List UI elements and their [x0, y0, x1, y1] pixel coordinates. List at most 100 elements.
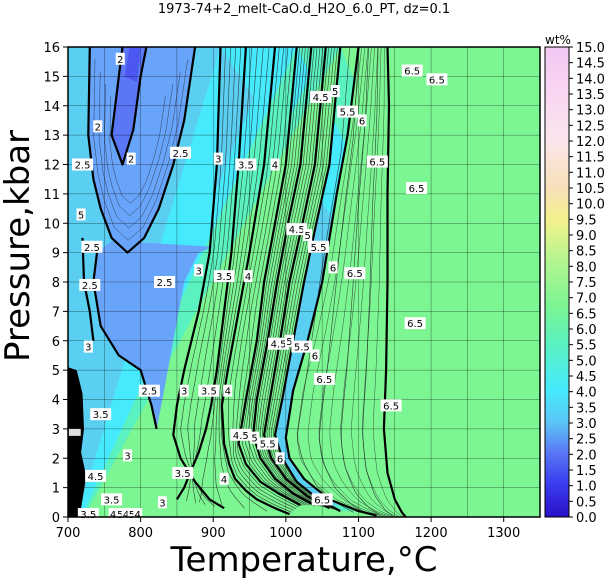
contour-label-text: 4: [221, 475, 227, 486]
contour-label-text: 4.5: [233, 431, 249, 442]
contour-label-text: 6: [330, 263, 336, 274]
y-tick-label: 0: [52, 511, 60, 526]
x-tick-label: 1300: [487, 526, 520, 541]
contour-label: 2.5: [138, 384, 160, 398]
contour-label: 3.5: [213, 270, 235, 283]
minor-contour: [199, 47, 252, 503]
contour-label-bg: [235, 158, 257, 171]
contour-label-bg: [172, 466, 194, 479]
contour-label-text: 2: [95, 122, 101, 133]
contour-label: 5: [330, 85, 340, 98]
contour-label-bg: [83, 340, 93, 353]
band-fill: [93, 240, 214, 429]
x-tick-label: 800: [128, 526, 153, 541]
contour-label-text: 3.5: [201, 387, 217, 398]
colorbar-tick-label: 2.0: [576, 448, 597, 463]
contour-label-text: 2.5: [141, 387, 157, 398]
contour-label: 3.5: [198, 384, 220, 398]
contour-label-bg: [380, 399, 402, 412]
colorbar-tick-label: 4.5: [576, 370, 597, 385]
contour-label-text: 2.5: [84, 243, 100, 254]
dark-region-fill: [68, 367, 87, 517]
colorbar-tick-label: 6.0: [576, 323, 597, 338]
colorbar-tick-label: 2.5: [576, 433, 597, 448]
y-tick-label: 3: [52, 423, 60, 438]
contour-label-text: 5: [78, 210, 84, 221]
contour-label-bg: [179, 384, 189, 397]
contour-label-bg: [115, 52, 125, 65]
y-tick-label: 6: [52, 335, 60, 350]
contour-label-text: 6.5: [383, 401, 399, 412]
contour-label-bg: [194, 264, 204, 277]
contour-label-bg: [344, 267, 366, 280]
y-tick-label: 7: [52, 305, 60, 320]
contour-label: 5: [284, 334, 294, 348]
contour-label-bg: [303, 229, 313, 241]
contour-label-bg: [213, 270, 235, 283]
band-fill: [124, 47, 141, 83]
contour-label: 6.5: [404, 317, 426, 330]
minor-contour: [218, 47, 264, 509]
colorbar-tick-label: 11.5: [576, 151, 605, 166]
contour-label-text: 5: [129, 510, 135, 521]
contour-label: 4: [108, 508, 118, 521]
contour-label-text: 6.5: [409, 184, 425, 195]
contour-label: 4: [270, 158, 280, 172]
contour-label-text: 5: [251, 434, 257, 445]
contour-label: 4: [243, 270, 253, 283]
minor-contour: [244, 47, 307, 506]
minor-contour: [232, 47, 294, 511]
contour-label-text: 3: [181, 387, 187, 398]
y-tick-label: 9: [52, 247, 60, 262]
contour-label-bg: [219, 472, 229, 485]
minor-contour: [104, 83, 174, 216]
contour-label: 6.5: [311, 493, 333, 506]
minor-contour: [297, 47, 380, 516]
contour-5: [252, 47, 316, 507]
contour-label-text: 6: [359, 116, 365, 127]
contour-6: [273, 47, 342, 513]
contour-label: 5: [76, 208, 86, 221]
contour-label-bg: [138, 384, 160, 397]
contour-label-text: 6.5: [314, 495, 330, 506]
contour-label-text: 3: [196, 266, 202, 277]
contour-label-text: 6.5: [316, 375, 332, 386]
contour-label-bg: [230, 428, 252, 441]
contour-label-text: 5.5: [260, 440, 276, 451]
contour-label-text: 5: [286, 337, 292, 348]
contour-label: 2.5: [81, 240, 103, 254]
colorbar-tick-label: 0.5: [576, 495, 597, 510]
contour-label-text: 6.5: [369, 158, 385, 169]
contour-label: 3: [213, 152, 223, 166]
minor-contour: [255, 47, 318, 507]
dark-region: [68, 367, 87, 517]
minor-contours: [93, 47, 403, 517]
contour-label: 2: [93, 120, 103, 133]
contour-label: 4.5: [85, 469, 107, 483]
contour-label-bg: [268, 337, 290, 350]
contour-label-bg: [154, 276, 176, 288]
contour-label-text: 4: [123, 510, 129, 521]
minor-contour: [109, 96, 166, 204]
contour-label-text: 4: [245, 272, 251, 283]
x-tick-label: 1000: [269, 526, 302, 541]
minor-contour: [319, 47, 367, 514]
contour-label-text: 3: [85, 343, 91, 354]
contour-label-text: 4.5: [271, 340, 287, 351]
contour-label: 4: [219, 472, 229, 486]
contour-label-bg: [170, 146, 192, 159]
colorbar-gradient: [544, 46, 570, 518]
contour-label-bg: [310, 349, 320, 362]
contour-label: 4.5: [268, 337, 290, 351]
contour-label: 3.5: [172, 466, 194, 480]
colorbar-tick-label: 6.5: [576, 307, 597, 322]
contour-label: 3: [179, 384, 189, 398]
contour-label-text: 2: [117, 55, 123, 66]
colorbar-tick-label: 10.0: [576, 198, 605, 213]
minor-contour: [247, 47, 310, 506]
y-tick-label: 1: [52, 482, 60, 497]
contour-label-bg: [127, 508, 137, 521]
chart-title: 1973-74+2_melt-CaO.d_H2O_6.0_PT, dz=0.1: [157, 2, 451, 17]
y-tick-label: 15: [43, 70, 60, 85]
